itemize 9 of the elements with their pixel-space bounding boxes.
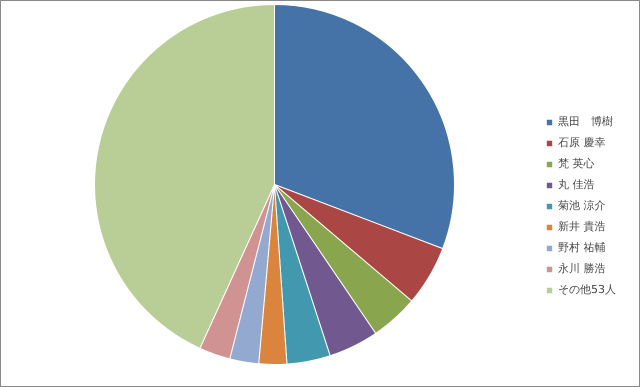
- legend-label: 梵 英心: [558, 156, 594, 171]
- legend-label: 石原 慶幸: [558, 135, 606, 150]
- legend-label: 新井 貴浩: [558, 219, 606, 234]
- legend-label: 永川 勝浩: [558, 261, 606, 276]
- legend-label: 野村 祐輔: [558, 240, 606, 255]
- legend-label: 菊池 涼介: [558, 198, 606, 213]
- legend-label: 丸 佳浩: [558, 177, 594, 192]
- legend-label: その他53人: [558, 282, 616, 297]
- legend-label: 黒田 博樹: [558, 114, 613, 129]
